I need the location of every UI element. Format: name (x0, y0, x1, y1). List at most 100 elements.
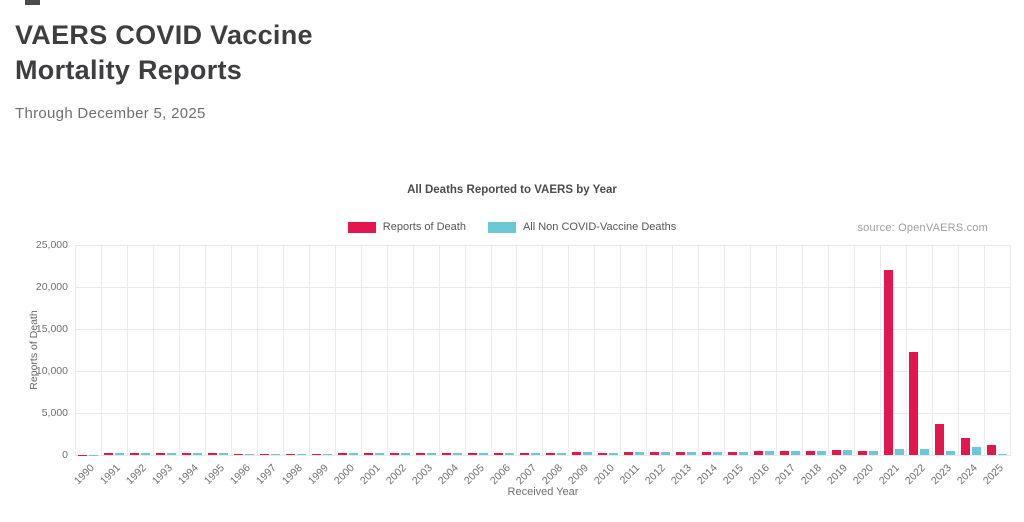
bar-reports-of-death-2015 (727, 451, 737, 455)
bar-reports-of-death-2013 (675, 452, 685, 455)
bar-all-non-covid-vaccine-deaths-1994 (193, 452, 203, 455)
bar-reports-of-death-1994 (182, 452, 192, 455)
year-slot-1990: 1990 (72, 245, 101, 487)
x-tick-label-2017: 2017 (773, 462, 799, 488)
bar-group-1990 (76, 245, 101, 455)
year-slot-2022: 2022 (903, 245, 932, 487)
bar-reports-of-death-2024 (961, 437, 971, 455)
bar-reports-of-death-2003 (416, 453, 426, 455)
bar-group-2024 (959, 245, 984, 455)
y-tick-label: 15,000 (35, 323, 68, 335)
bar-all-non-covid-vaccine-deaths-1991 (115, 452, 125, 455)
year-slot-2024: 2024 (955, 245, 984, 487)
bar-group-2013 (673, 245, 698, 455)
year-slot-1995: 1995 (202, 245, 231, 487)
bar-reports-of-death-2025 (987, 444, 997, 455)
bar-group-2006 (492, 245, 517, 455)
bar-reports-of-death-2004 (442, 453, 452, 455)
bar-reports-of-death-2006 (493, 453, 503, 455)
bar-reports-of-death-1999 (312, 453, 322, 455)
source-attribution: source: OpenVAERS.com (857, 222, 988, 234)
x-tick-label-1993: 1993 (149, 462, 175, 488)
bar-all-non-covid-vaccine-deaths-2012 (660, 452, 670, 455)
bar-group-2019 (829, 245, 854, 455)
legend-label-reports-of-death: Reports of Death (382, 221, 466, 233)
bar-all-non-covid-vaccine-deaths-2020 (868, 451, 878, 455)
year-slot-1991: 1991 (98, 245, 127, 487)
year-slot-2000: 2000 (332, 245, 361, 487)
bar-all-non-covid-vaccine-deaths-1996 (245, 453, 255, 455)
bar-all-non-covid-vaccine-deaths-2024 (972, 447, 982, 455)
bar-group-1997 (258, 245, 283, 455)
bar-reports-of-death-1997 (260, 453, 270, 455)
bar-reports-of-death-2022 (909, 351, 919, 455)
year-slot-2002: 2002 (384, 245, 413, 487)
bar-reports-of-death-1998 (286, 453, 296, 455)
x-tick-label-2006: 2006 (487, 462, 513, 488)
bar-group-2022 (907, 245, 932, 455)
year-slot-2013: 2013 (669, 245, 698, 487)
bar-reports-of-death-2014 (701, 452, 711, 455)
bar-reports-of-death-1993 (156, 452, 166, 455)
page-subtitle: Through December 5, 2025 (15, 105, 206, 123)
x-tick-label-2015: 2015 (721, 462, 747, 488)
bar-group-1999 (310, 245, 335, 455)
y-tick-label: 25,000 (35, 239, 68, 251)
bar-reports-of-death-1991 (104, 452, 114, 455)
bar-all-non-covid-vaccine-deaths-1993 (167, 452, 177, 455)
legend-item-reports-of-death[interactable]: Reports of Death (347, 221, 466, 233)
x-tick-label-1990: 1990 (71, 462, 97, 488)
bar-reports-of-death-2009 (571, 452, 581, 455)
y-tick-labels: 0 5,000 10,000 15,000 20,000 25,000 (10, 239, 68, 461)
bar-reports-of-death-1996 (234, 453, 244, 455)
bar-all-non-covid-vaccine-deaths-2007 (530, 452, 540, 455)
bar-all-non-covid-vaccine-deaths-2003 (427, 453, 437, 455)
plot-area[interactable]: 1990 1991 1992 1993 1994 1995 1996 1997 1998 1999… (72, 245, 1011, 487)
bar-group-2000 (336, 245, 361, 455)
year-slot-2004: 2004 (436, 245, 465, 487)
bar-all-non-covid-vaccine-deaths-2022 (920, 449, 930, 455)
bar-all-non-covid-vaccine-deaths-2006 (504, 453, 514, 455)
bar-group-2021 (881, 245, 906, 455)
year-slot-2019: 2019 (825, 245, 854, 487)
x-tick-label-2000: 2000 (331, 462, 357, 488)
bar-group-1994 (180, 245, 205, 455)
x-tick-label-2022: 2022 (902, 462, 928, 488)
x-tick-label-1994: 1994 (175, 462, 201, 488)
bar-group-2016 (751, 245, 776, 455)
x-tick-label-2008: 2008 (539, 462, 565, 488)
bar-group-1996 (232, 245, 257, 455)
bar-group-2025 (985, 245, 1010, 455)
bar-all-non-covid-vaccine-deaths-2000 (349, 453, 359, 455)
page-title-line2: Mortality Reports (15, 54, 243, 85)
bar-all-non-covid-vaccine-deaths-2014 (712, 452, 722, 455)
bar-group-1992 (128, 245, 153, 455)
chart-title: All Deaths Reported to VAERS by Year (407, 184, 617, 196)
bar-reports-of-death-2018 (805, 450, 815, 455)
bar-all-non-covid-vaccine-deaths-2001 (375, 453, 385, 455)
bar-reports-of-death-2019 (831, 449, 841, 455)
x-tick-label-2007: 2007 (513, 462, 539, 488)
year-slot-2006: 2006 (487, 245, 517, 487)
bar-reports-of-death-2007 (519, 452, 529, 455)
year-slot-2001: 2001 (358, 245, 387, 487)
bar-group-2012 (647, 245, 672, 455)
x-tick-label-2020: 2020 (851, 462, 877, 488)
bar-all-non-covid-vaccine-deaths-2017 (790, 451, 800, 455)
year-slot-1998: 1998 (280, 245, 309, 487)
x-axis-title: Received Year (507, 486, 579, 498)
bar-all-non-covid-vaccine-deaths-2004 (453, 453, 463, 455)
x-tick-label-1991: 1991 (97, 462, 123, 488)
bar-group-2014 (699, 245, 724, 455)
year-slot-2016: 2016 (747, 245, 776, 487)
x-tick-label-2011: 2011 (617, 462, 643, 487)
bar-group-2004 (440, 245, 465, 455)
x-tick-label-2010: 2010 (591, 462, 617, 488)
legend-item-non-covid-deaths[interactable]: All Non COVID-Vaccine Deaths (487, 221, 676, 233)
year-slot-2003: 2003 (410, 245, 439, 487)
bar-all-non-covid-vaccine-deaths-2002 (401, 453, 411, 455)
bar-reports-of-death-2010 (597, 452, 607, 455)
x-tick-label-1997: 1997 (253, 462, 279, 488)
year-slot-1999: 1999 (306, 245, 335, 487)
